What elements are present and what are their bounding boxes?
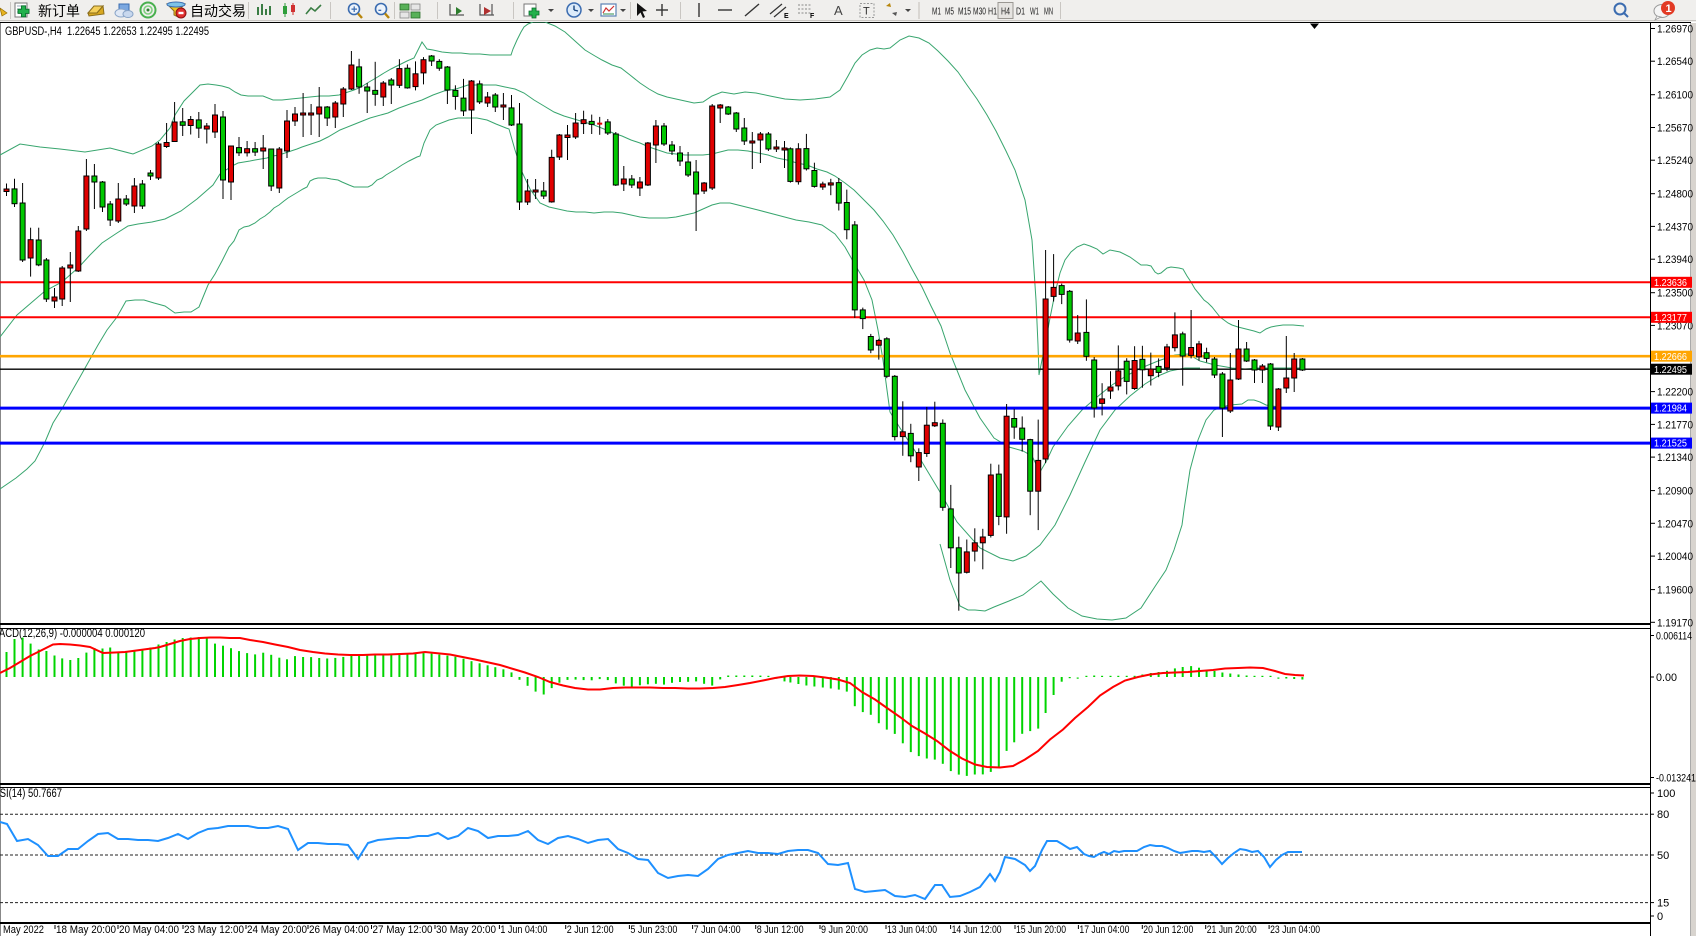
svg-text:May 2022: May 2022 [3,924,44,936]
svg-text:1.23940: 1.23940 [1657,254,1693,266]
svg-text:1.23177: 1.23177 [1654,313,1687,324]
svg-text:1.26100: 1.26100 [1657,90,1693,102]
svg-text:GBPUSD-,H4 1.22645 1.22653 1.: GBPUSD-,H4 1.22645 1.22653 1.22495 1.224… [5,26,209,38]
svg-text:23 Jun 04:00: 23 Jun 04:00 [1270,924,1320,936]
svg-text:0.00: 0.00 [1656,672,1677,684]
svg-text:1.21340: 1.21340 [1657,452,1693,464]
svg-text:5 Jun 23:00: 5 Jun 23:00 [630,924,677,936]
svg-text:A: A [834,3,843,18]
svg-text:27 May 12:00: 27 May 12:00 [373,924,433,936]
svg-text:1.25240: 1.25240 [1657,155,1693,167]
svg-text:21 Jun 20:00: 21 Jun 20:00 [1207,924,1257,936]
svg-text:1.22200: 1.22200 [1657,387,1693,399]
svg-text:1.26540: 1.26540 [1657,56,1693,68]
svg-text:1.23500: 1.23500 [1657,288,1693,300]
svg-text:H4: H4 [1001,7,1010,18]
svg-text:W1: W1 [1030,7,1039,18]
svg-text:20 Jun 12:00: 20 Jun 12:00 [1143,924,1193,936]
svg-text:新订单: 新订单 [38,3,80,19]
svg-text:自动交易: 自动交易 [190,3,246,19]
svg-text:100: 100 [1657,788,1675,800]
svg-text:1.23636: 1.23636 [1654,278,1687,289]
svg-text:1.22666: 1.22666 [1654,352,1687,363]
svg-text:1.20040: 1.20040 [1657,551,1693,563]
svg-text:15: 15 [1657,898,1669,910]
svg-text:M1: M1 [932,7,941,18]
svg-text:1.22495: 1.22495 [1654,365,1687,376]
svg-text:26 May 04:00: 26 May 04:00 [309,924,369,936]
svg-text:H1: H1 [988,7,997,18]
svg-text:1.21525: 1.21525 [1654,439,1687,450]
svg-text:-: - [378,4,382,16]
svg-text:8 Jun 12:00: 8 Jun 12:00 [757,924,804,936]
svg-text:9 Jun 20:00: 9 Jun 20:00 [821,924,868,936]
svg-text:0: 0 [1657,911,1663,923]
svg-text:80: 80 [1657,809,1669,821]
svg-text:0.006114: 0.006114 [1656,631,1692,643]
svg-text:D1: D1 [1016,7,1025,18]
svg-text:7 Jun 04:00: 7 Jun 04:00 [694,924,741,936]
svg-text:M30: M30 [973,7,986,18]
svg-text:1.19600: 1.19600 [1657,585,1693,597]
svg-text:M15: M15 [958,7,971,18]
svg-text:1.24370: 1.24370 [1657,221,1693,233]
svg-text:+: + [351,4,357,16]
svg-text:20 May 04:00: 20 May 04:00 [119,924,179,936]
svg-text:1.26970: 1.26970 [1657,24,1693,36]
svg-text:17 Jun 04:00: 17 Jun 04:00 [1079,924,1129,936]
svg-text:F: F [810,13,815,20]
svg-text:RSI(14) 50.7667: RSI(14) 50.7667 [0,788,62,800]
svg-text:14 Jun 12:00: 14 Jun 12:00 [952,924,1002,936]
svg-text:24 May 20:00: 24 May 20:00 [247,924,307,936]
svg-text:30 May 20:00: 30 May 20:00 [436,924,496,936]
svg-text:MN: MN [1044,7,1053,18]
svg-text:T: T [863,6,870,18]
svg-text:18 May 20:00: 18 May 20:00 [56,924,116,936]
svg-text:13 Jun 04:00: 13 Jun 04:00 [887,924,937,936]
svg-text:15 Jun 20:00: 15 Jun 20:00 [1016,924,1066,936]
svg-text:1.25670: 1.25670 [1657,123,1693,135]
svg-text:MACD(12,26,9) -0.000004 0.0001: MACD(12,26,9) -0.000004 0.000120 [0,628,145,640]
svg-text:M5: M5 [945,7,954,18]
svg-text:1.21984: 1.21984 [1654,404,1687,415]
svg-text:1.20470: 1.20470 [1657,518,1693,530]
svg-text:1.19170: 1.19170 [1657,617,1693,629]
svg-text:2 Jun 12:00: 2 Jun 12:00 [567,924,614,936]
svg-text:23 May 12:00: 23 May 12:00 [184,924,244,936]
svg-text:1: 1 [1666,3,1672,15]
svg-text:1 Jun 04:00: 1 Jun 04:00 [500,924,547,936]
svg-text:1.23070: 1.23070 [1657,320,1693,332]
svg-text:-0.013241: -0.013241 [1656,773,1696,785]
svg-text:1.20900: 1.20900 [1657,486,1693,498]
svg-text:E: E [784,13,789,20]
svg-text:50: 50 [1657,850,1669,862]
svg-text:1.24800: 1.24800 [1657,189,1693,201]
svg-text:1.21770: 1.21770 [1657,419,1693,431]
